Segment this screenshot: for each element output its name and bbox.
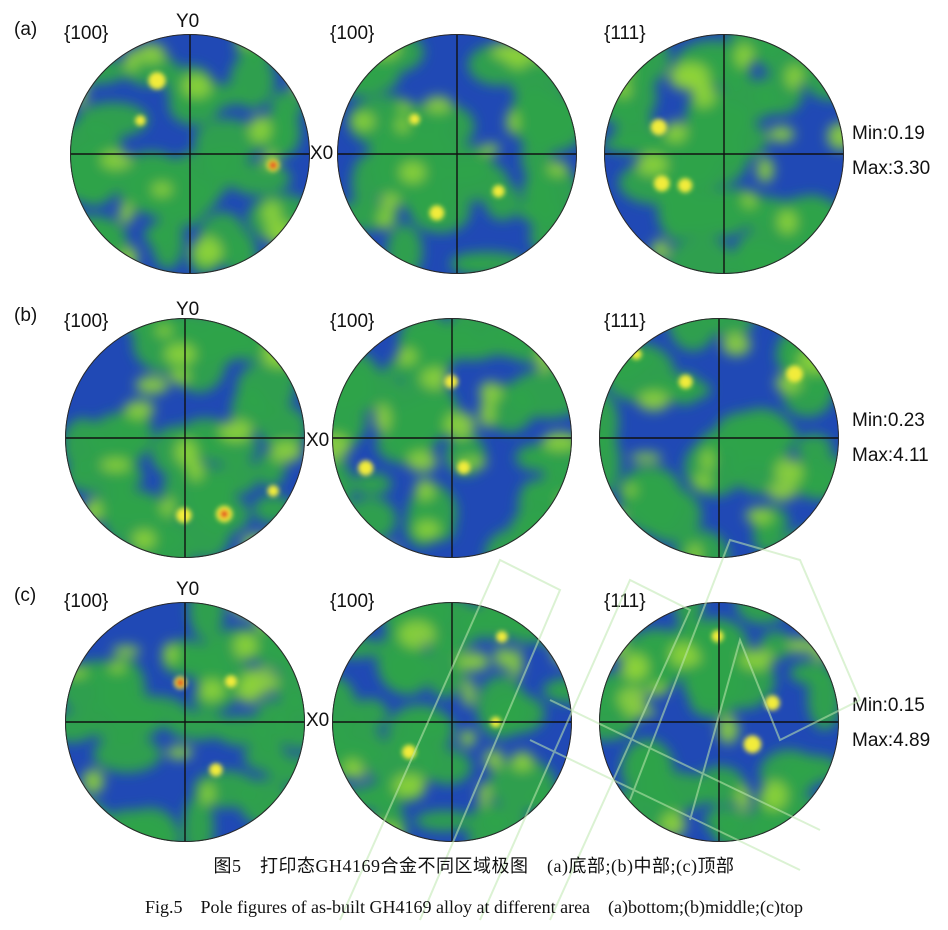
figure-caption-english: Fig.5 Pole figures of as-built GH4169 al… <box>144 897 803 917</box>
pole-figure-b-1 <box>65 318 305 558</box>
max-intensity-label: Max:3.30 <box>852 158 931 179</box>
x-axis-label: X0 <box>306 430 330 451</box>
min-intensity-label: Min:0.15 <box>852 695 925 716</box>
pole-figure-a-1 <box>70 34 310 274</box>
plane-label: {100} <box>330 23 375 44</box>
x-axis-label: X0 <box>310 143 334 164</box>
pole-figure-b-2 <box>332 318 572 558</box>
plane-label: {100} <box>330 311 375 332</box>
plane-label: {111} <box>604 311 646 332</box>
min-intensity-label: Min:0.19 <box>852 123 925 144</box>
pole-figure-a-3 <box>604 34 844 274</box>
figure-caption-chinese: 图5 打印态GH4169合金不同区域极图 (a)底部;(b)中部;(c)顶部 <box>213 856 735 876</box>
x-axis-label: X0 <box>306 710 330 731</box>
y-axis-label: Y0 <box>176 299 200 320</box>
y-axis-label: Y0 <box>176 579 200 600</box>
plane-label: {111} <box>604 23 646 44</box>
y-axis-label: Y0 <box>176 11 200 32</box>
max-intensity-label: Max:4.89 <box>852 730 931 751</box>
max-intensity-label: Max:4.11 <box>852 445 929 466</box>
plane-label: {100} <box>64 591 109 612</box>
plane-label: {100} <box>64 311 109 332</box>
row-tag-c: (c) <box>14 585 37 606</box>
row-tag-a: (a) <box>14 19 38 40</box>
pole-figure-c-1 <box>65 602 305 842</box>
pole-figure-a-2 <box>337 34 577 274</box>
pole-figure-c-2 <box>332 602 572 842</box>
pole-figure-c-3 <box>599 602 839 842</box>
pole-figure-b-3 <box>599 318 839 558</box>
min-intensity-label: Min:0.23 <box>852 410 925 431</box>
plane-label: {100} <box>64 23 109 44</box>
row-tag-b: (b) <box>14 305 38 326</box>
